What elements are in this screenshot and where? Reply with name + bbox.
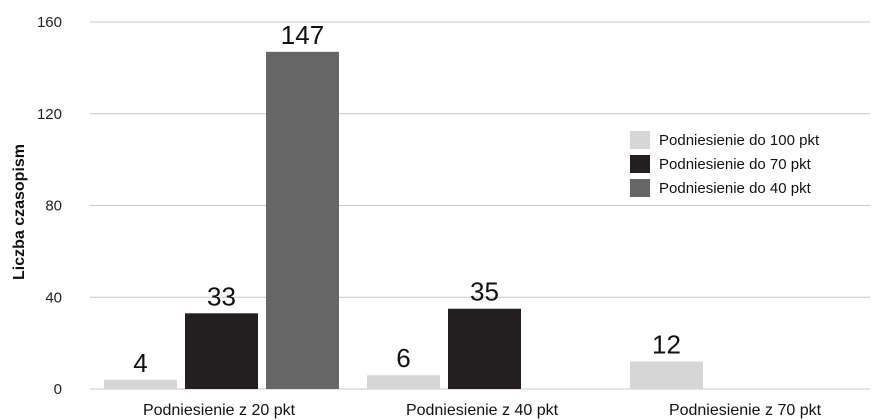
data-label: 4 bbox=[133, 348, 147, 378]
bar bbox=[448, 308, 521, 389]
x-axis-categories: Podniesienie z 20 pkt Podniesienie z 40 p… bbox=[143, 402, 822, 419]
data-label: 147 bbox=[281, 20, 324, 50]
bar bbox=[185, 313, 258, 389]
bars bbox=[104, 51, 703, 389]
y-axis-label: Liczba czasopism bbox=[11, 144, 28, 280]
y-tick-label: 160 bbox=[37, 14, 62, 31]
data-label: 33 bbox=[207, 281, 236, 311]
y-tick-label: 40 bbox=[45, 289, 62, 306]
y-axis-ticks: 0 40 80 120 160 bbox=[37, 14, 62, 398]
legend-swatch bbox=[630, 131, 650, 149]
data-label: 12 bbox=[652, 329, 681, 359]
bar bbox=[367, 375, 440, 389]
legend-label: Podniesienie do 100 pkt bbox=[659, 132, 820, 149]
legend-label: Podniesienie do 70 pkt bbox=[659, 156, 812, 173]
bar bbox=[266, 51, 339, 389]
gridlines bbox=[90, 21, 870, 390]
y-tick-label: 120 bbox=[37, 106, 62, 123]
category-label: Podniesienie z 70 pkt bbox=[669, 402, 822, 419]
category-label: Podniesienie z 20 pkt bbox=[143, 402, 296, 419]
legend-label: Podniesienie do 40 pkt bbox=[659, 180, 812, 197]
y-tick-label: 80 bbox=[45, 198, 62, 215]
legend: Podniesienie do 100 pkt Podniesienie do 7… bbox=[630, 131, 820, 197]
legend-swatch bbox=[630, 155, 650, 173]
category-label: Podniesienie z 40 pkt bbox=[406, 402, 559, 419]
data-labels: 4 33 147 6 35 12 bbox=[133, 20, 681, 378]
bar bbox=[630, 361, 703, 389]
y-tick-label: 0 bbox=[54, 381, 62, 398]
bar bbox=[104, 379, 177, 389]
legend-swatch bbox=[630, 179, 650, 197]
data-label: 35 bbox=[470, 277, 499, 307]
data-label: 6 bbox=[396, 343, 410, 373]
